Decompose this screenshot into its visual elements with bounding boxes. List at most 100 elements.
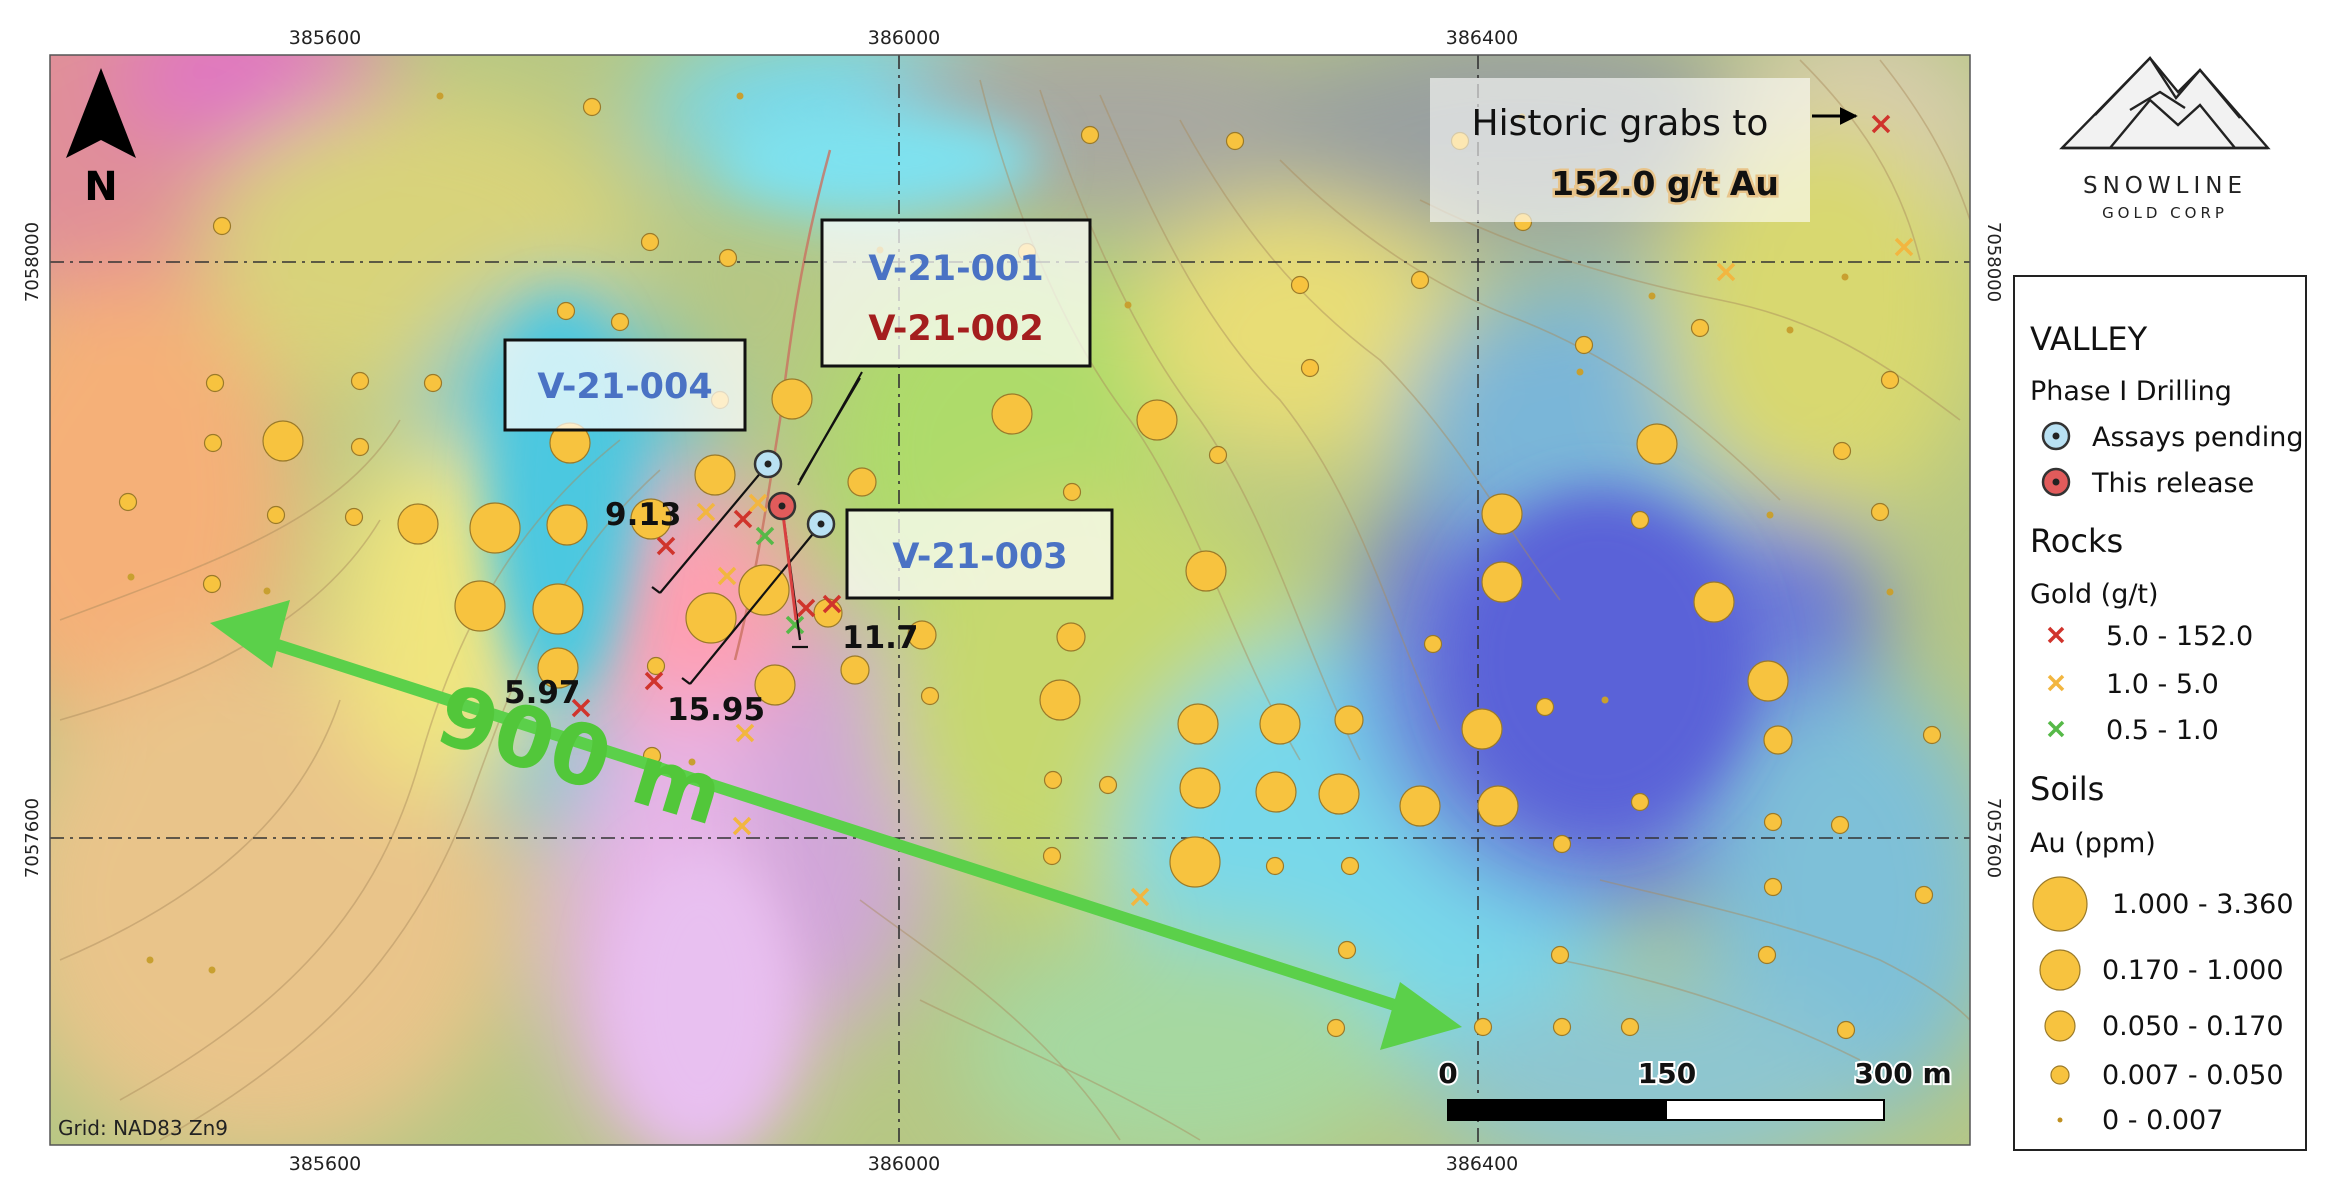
snowline-logo: SNOWLINE GOLD CORP: [2059, 56, 2271, 222]
soil-sample: [582, 97, 602, 117]
legend-soil-4: 0.007 - 0.050: [2050, 1060, 2284, 1091]
soil-sample: [1062, 482, 1082, 502]
soil-sample: [1914, 885, 1934, 905]
easting-bottom-2: 386000: [868, 1153, 941, 1175]
soil-sample: [640, 232, 660, 252]
soil-sample: [1880, 370, 1900, 390]
soil-sample: [454, 580, 506, 632]
soil-sample: [646, 656, 666, 676]
soil-samples: [118, 92, 1942, 1040]
soil-sample: [1477, 785, 1519, 827]
soil-sample: [1290, 275, 1310, 295]
svg-text:0.050 - 0.170: 0.050 - 0.170: [2102, 1011, 2284, 1042]
rock-sample: [1130, 887, 1150, 907]
northing-left-1: 7058000: [22, 222, 43, 302]
svg-text:1.000 - 3.360: 1.000 - 3.360: [2112, 889, 2294, 920]
rock-sample: [796, 598, 816, 618]
soil-sample: [1836, 1020, 1856, 1040]
soil-sample: [1763, 812, 1783, 832]
label-v-21-001: V-21-001: [868, 249, 1043, 289]
soil-sample: [1340, 856, 1360, 876]
callout-v-21-001-002[interactable]: V-21-001 V-21-002: [820, 218, 1092, 368]
soil-sample: [1473, 1017, 1493, 1037]
soil-sample: [127, 573, 135, 581]
soil-sample: [1648, 292, 1656, 300]
soil-sample: [1830, 815, 1850, 835]
assay-label-5-97: 5.97: [504, 675, 581, 711]
soil-sample: [1481, 561, 1523, 603]
rock-sample: [732, 816, 752, 836]
soil-sample: [1039, 679, 1081, 721]
legend-this-release: This release: [2041, 467, 2254, 499]
soil-sample: [1334, 705, 1364, 735]
callout-v-21-003[interactable]: V-21-003: [845, 508, 1114, 600]
soil-sample: [920, 686, 940, 706]
soil-sample: [118, 492, 138, 512]
north-label: N: [84, 164, 117, 210]
label-v-21-002: V-21-002: [868, 309, 1043, 349]
soil-sample: [1763, 877, 1783, 897]
rock-sample: [1894, 237, 1914, 257]
soil-sample: [1169, 836, 1221, 888]
svg-text:5.0 - 152.0: 5.0 - 152.0: [2106, 621, 2253, 652]
legend-soil-3: 0.050 - 0.170: [2044, 1010, 2284, 1042]
northing-right-2: 7057600: [1983, 798, 2004, 878]
soil-sample: [1098, 775, 1118, 795]
map-area[interactable]: 900 m V-21-004 V-21-001 V-21-002 V-21-00…: [0, 0, 2000, 1178]
drill-collar-v-21-004[interactable]: [753, 449, 783, 479]
scale-label-zero: 0: [1438, 1057, 1457, 1090]
legend-rock-mid: 1.0 - 5.0: [2047, 669, 2219, 700]
soil-sample: [205, 373, 225, 393]
soil-sample: [1300, 358, 1320, 378]
soil-sample: [1922, 725, 1942, 745]
logo-sub: GOLD CORP: [2102, 204, 2228, 222]
soil-sample: [1043, 770, 1063, 790]
northing-left-2: 7057600: [22, 798, 43, 878]
scale-bar: 0 150 300 m: [1436, 1055, 1954, 1121]
callout-leader-v-21-001: [797, 371, 863, 486]
rock-sample: [1716, 262, 1736, 282]
rock-samples: [571, 114, 1914, 907]
legend-rocks-heading: Rocks: [2030, 522, 2123, 560]
soil-sample: [532, 583, 584, 635]
soil-sample: [263, 587, 271, 595]
soil-sample: [813, 598, 843, 628]
rock-sample: [733, 509, 753, 529]
rock-sample: [717, 566, 737, 586]
legend-drilling-heading: Phase I Drilling: [2030, 376, 2232, 407]
legend: VALLEY Phase I Drilling Assays pending T…: [2013, 275, 2307, 1151]
drill-collar-v-21-003[interactable]: [806, 509, 836, 539]
soil-sample: [1208, 445, 1228, 465]
soil-sample: [1124, 301, 1132, 309]
soil-sample: [1630, 510, 1650, 530]
distance-arrow: [210, 600, 1462, 1050]
drill-collar-v-21-001-002[interactable]: [767, 491, 797, 521]
soil-sample: [1886, 588, 1894, 596]
easting-bottom-1: 385600: [289, 1153, 362, 1175]
historic-grabs-callout[interactable]: Historic grabs to 152.0 g/t Au: [1430, 78, 1858, 222]
soil-sample: [1225, 131, 1245, 151]
soil-sample: [1574, 335, 1594, 355]
soil-sample: [771, 378, 813, 420]
soil-sample: [1552, 834, 1572, 854]
soil-sample: [397, 503, 439, 545]
rock-sample: [822, 594, 842, 614]
soil-sample: [1461, 708, 1503, 750]
soil-sample: [212, 216, 232, 236]
soil-sample: [1056, 622, 1086, 652]
soil-sample: [610, 312, 630, 332]
soil-sample: [208, 966, 216, 974]
soil-sample: [718, 248, 738, 268]
soil-sample: [688, 758, 696, 766]
logo-name: SNOWLINE: [2083, 173, 2247, 199]
callout-v-21-004[interactable]: V-21-004: [503, 338, 747, 432]
soil-sample: [350, 371, 370, 391]
north-arrow-icon: N: [66, 68, 136, 210]
soil-sample: [1259, 703, 1301, 745]
rock-sample: [696, 502, 716, 522]
soil-sample: [754, 664, 796, 706]
svg-text:Assays pending: Assays pending: [2092, 422, 2304, 453]
easting-bottom-3: 386400: [1446, 1153, 1519, 1175]
soil-sample: [1136, 399, 1178, 441]
rock-sample: [735, 723, 755, 743]
